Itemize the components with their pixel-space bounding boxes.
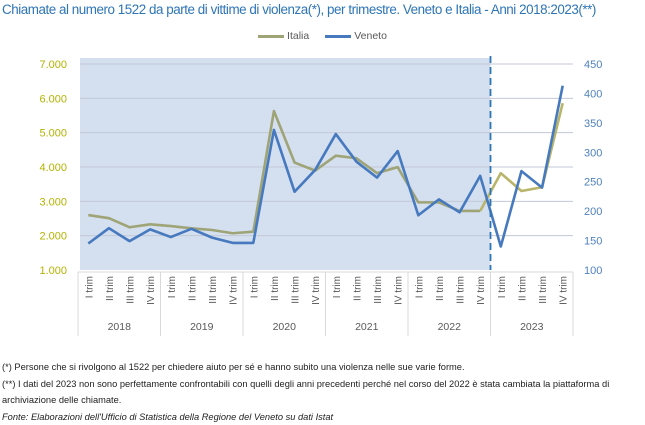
series-line-italia-2023 <box>479 102 564 212</box>
legend-item-italia: Italia <box>258 30 309 42</box>
legend-swatch-italia <box>258 34 285 38</box>
right-axis-tick-label: 400 <box>584 88 602 100</box>
chart-legend: Italia Veneto <box>0 30 645 42</box>
right-axis-tick-label: 350 <box>584 118 602 130</box>
series-line-veneto <box>87 85 564 248</box>
footnotes: (*) Persone che si rivolgono al 1522 per… <box>2 359 645 425</box>
category-tick-label: III trim <box>538 276 549 304</box>
category-tick-label: IV trim <box>311 276 322 305</box>
category-tick-label: II trim <box>187 276 198 301</box>
year-label: 2018 <box>108 321 132 333</box>
category-tick-label: III trim <box>126 276 137 304</box>
year-label: 2022 <box>438 321 462 333</box>
category-tick-label: III trim <box>373 276 384 304</box>
category-tick-label: I trim <box>414 276 425 298</box>
right-axis-tick-label: 100 <box>584 265 602 277</box>
right-axis-tick-label: 150 <box>584 236 602 248</box>
chart-title: Chiamate al numero 1522 da parte di vitt… <box>2 2 596 17</box>
year-label: 2021 <box>355 321 379 333</box>
right-axis-tick-label: 250 <box>584 177 602 189</box>
category-tick-label: II trim <box>105 276 116 301</box>
category-tick-label: III trim <box>456 276 467 304</box>
legend-item-veneto: Veneto <box>325 30 387 42</box>
category-tick-label: I trim <box>332 276 343 298</box>
category-tick-label: II trim <box>517 276 528 301</box>
left-axis-tick-label: 5.000 <box>39 128 67 140</box>
legend-label-italia: Italia <box>287 30 310 42</box>
year-label: 2020 <box>273 321 297 333</box>
category-tick-label: I trim <box>497 276 508 298</box>
legend-label-veneto: Veneto <box>354 30 387 42</box>
footnote-1: (*) Persone che si rivolgono al 1522 per… <box>2 362 465 372</box>
category-tick-label: I trim <box>167 276 178 298</box>
category-tick-label: II trim <box>352 276 363 301</box>
category-tick-label: III trim <box>208 276 219 304</box>
right-axis-tick-label: 450 <box>584 59 602 71</box>
category-tick-label: I trim <box>249 276 260 298</box>
category-tick-label: I trim <box>84 276 95 298</box>
category-tick-label: II trim <box>270 276 281 301</box>
footnote-2: (**) I dati del 2023 non sono perfettame… <box>2 378 610 406</box>
right-axis-tick-label: 300 <box>584 147 602 159</box>
legend-swatch-veneto <box>325 34 352 38</box>
category-tick-label: IV trim <box>229 276 240 305</box>
left-axis-tick-label: 2.000 <box>39 231 67 243</box>
left-axis-tick-label: 7.000 <box>39 59 67 71</box>
left-axis-tick-label: 3.000 <box>39 196 67 208</box>
left-axis-tick-label: 4.000 <box>39 162 67 174</box>
left-axis-tick-label: 6.000 <box>39 93 67 105</box>
series-line-italia <box>88 109 481 235</box>
line-chart: 1.000 2.000 3.000 4.000 5.000 6.000 7.000 100 15… <box>39 56 602 336</box>
source-note: Fonte: Elaborazioni dell'Ufficio di Stat… <box>2 411 334 422</box>
category-tick-label: III trim <box>291 276 302 304</box>
category-tick-label: IV trim <box>476 276 487 305</box>
year-label: 2023 <box>520 321 544 333</box>
category-tick-label: IV trim <box>394 276 405 305</box>
category-tick-label: IV trim <box>146 276 157 305</box>
right-axis-tick-label: 200 <box>584 206 602 218</box>
category-tick-label: II trim <box>435 276 446 301</box>
year-label: 2019 <box>190 321 214 333</box>
left-axis-tick-label: 1.000 <box>39 265 67 277</box>
category-tick-label: IV trim <box>559 276 570 305</box>
